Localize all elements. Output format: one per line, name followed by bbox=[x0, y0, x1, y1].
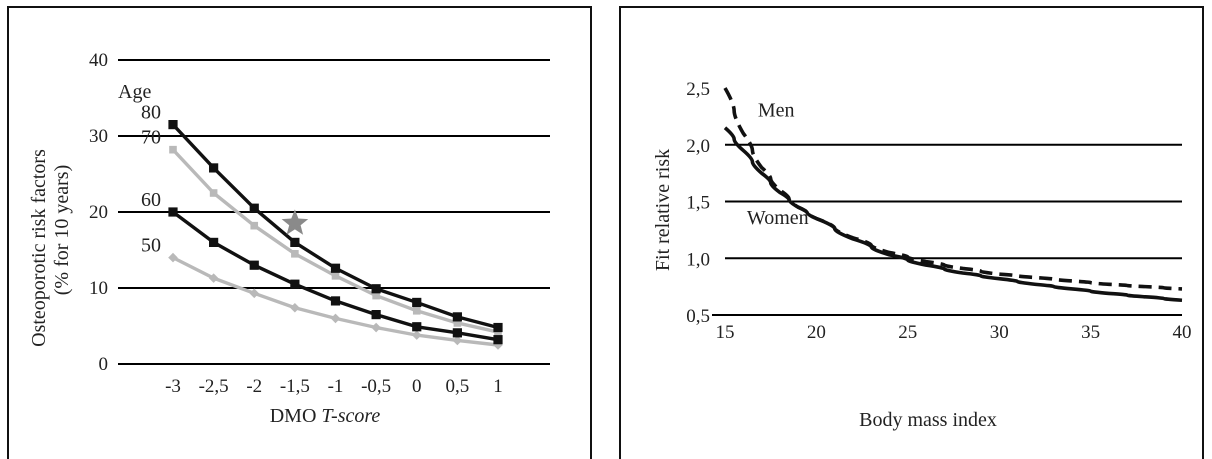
risk-by-tscore-chart: 0 10 20 30 40 -3 -2,5 -2 -1,5 -1 -0,5 0 0,5 1 70 50 80… bbox=[7, 6, 592, 459]
series-line-men bbox=[723, 87, 1183, 291]
y-tick-label-1-0: 1,0 bbox=[686, 249, 710, 270]
point-age-50-t3 bbox=[168, 252, 178, 263]
y-tick-label-0-5: 0,5 bbox=[686, 306, 710, 327]
series-line-women bbox=[723, 126, 1183, 303]
x-tick-label-0-5: 0,5 bbox=[446, 376, 470, 397]
point-age-50-t0-5 bbox=[371, 322, 381, 333]
point-age-60-t1 bbox=[493, 335, 503, 345]
y-tick-label-2-0: 2,0 bbox=[686, 136, 710, 157]
x-tick-label-1: -1 bbox=[328, 376, 344, 397]
x-tick-label-35: 35 bbox=[1081, 322, 1100, 343]
x-tick-label-3: -3 bbox=[165, 376, 181, 397]
point-age-50-t2-5 bbox=[208, 273, 219, 283]
x-axis-label: Body mass index bbox=[859, 409, 997, 431]
y-axis-sublabel: (% for 10 years) bbox=[51, 165, 73, 296]
point-age-50-t0 bbox=[411, 330, 422, 340]
series-label-age-60: 60 bbox=[141, 189, 161, 211]
x-tick-label-25: 25 bbox=[898, 322, 917, 343]
point-age-70-t0-5 bbox=[453, 319, 462, 327]
y-tick-label-30: 30 bbox=[89, 126, 108, 147]
point-age-80-t0-5 bbox=[371, 284, 381, 294]
point-age-80-t0-5 bbox=[452, 312, 462, 322]
point-age-70-t0 bbox=[412, 307, 421, 315]
y-tick-label-2-5: 2,5 bbox=[686, 79, 710, 100]
x-tick-label-30: 30 bbox=[990, 322, 1009, 343]
point-age-60-t2-5 bbox=[209, 237, 219, 247]
y-tick-label-1-5: 1,5 bbox=[686, 193, 710, 214]
point-age-50-t1 bbox=[330, 313, 341, 324]
point-age-60-t1 bbox=[330, 296, 341, 306]
x-tick-label-20: 20 bbox=[807, 322, 826, 343]
y-tick-label-20: 20 bbox=[89, 202, 108, 223]
x-tick-label-15: 15 bbox=[716, 322, 735, 343]
point-age-60-t2 bbox=[249, 260, 259, 270]
series-label-women: Women bbox=[747, 207, 809, 229]
point-age-70-t1-5 bbox=[291, 250, 299, 258]
point-age-50-t2 bbox=[249, 288, 260, 299]
x-tick-label-2: -2 bbox=[246, 376, 262, 397]
risk-by-bmi-chart: 0,5 1,0 1,5 2,0 2,5 15 20 25 30 35 40 Men Women Bo… bbox=[619, 6, 1204, 459]
x-tick-label-1: 1 bbox=[493, 376, 503, 397]
x-tick-label-0: 0 bbox=[412, 376, 422, 397]
point-age-60-t1-5 bbox=[290, 279, 300, 289]
point-age-50-t1-5 bbox=[290, 302, 300, 313]
x-axis-label-italic: T-score bbox=[321, 405, 380, 427]
point-age-80-t3 bbox=[168, 120, 178, 130]
point-age-70-t3 bbox=[169, 145, 177, 154]
point-age-80-t1 bbox=[493, 322, 503, 333]
point-age-70-t1 bbox=[331, 272, 340, 280]
point-age-70-t2-5 bbox=[209, 189, 218, 197]
series-label-age-70: 70 bbox=[141, 127, 161, 149]
y-tick-label-40: 40 bbox=[89, 50, 108, 71]
x-axis-label: DMO T-score bbox=[270, 405, 381, 427]
point-age-60-t0 bbox=[412, 322, 422, 332]
series-label-age-80: 80 bbox=[141, 102, 161, 124]
y-axis-label: Fit relative risk bbox=[652, 149, 674, 271]
y-tick-label-10: 10 bbox=[89, 278, 108, 299]
point-age-80-t1 bbox=[330, 263, 341, 273]
right-chart-panel: 0,5 1,0 1,5 2,0 2,5 15 20 25 30 35 40 Men Women Bo… bbox=[612, 0, 1212, 459]
point-age-80-t0 bbox=[412, 297, 422, 308]
left-chart-panel: 0 10 20 30 40 -3 -2,5 -2 -1,5 -1 -0,5 0 0,5 1 70 50 80… bbox=[0, 0, 600, 459]
point-age-70-t2 bbox=[250, 221, 259, 230]
series-label-men: Men bbox=[758, 99, 795, 121]
left-chart-frame bbox=[7, 6, 592, 459]
x-axis-label-main: DMO bbox=[270, 405, 317, 427]
point-age-80-t2-5 bbox=[209, 163, 219, 173]
x-tick-label-0-5: -0,5 bbox=[361, 376, 391, 397]
star-annotation-0 bbox=[281, 209, 309, 235]
point-age-60-t3 bbox=[168, 207, 178, 217]
point-age-70-t0-5 bbox=[372, 291, 380, 300]
point-age-60-t0-5 bbox=[371, 310, 381, 320]
x-tick-label-2-5: -2,5 bbox=[199, 376, 229, 397]
x-tick-label-40: 40 bbox=[1173, 322, 1192, 343]
y-axis-label: Osteoporotic risk factors bbox=[28, 149, 50, 347]
right-chart-frame bbox=[619, 6, 1204, 459]
series-label-age-50: 50 bbox=[141, 235, 161, 257]
legend-title-age: Age bbox=[118, 81, 151, 103]
point-age-60-t0-5 bbox=[452, 328, 462, 338]
x-tick-label-1-5: -1,5 bbox=[280, 376, 310, 397]
point-age-80-t1-5 bbox=[290, 237, 300, 247]
point-age-50-t0-5 bbox=[452, 335, 463, 346]
y-tick-label-0: 0 bbox=[99, 354, 109, 375]
point-age-80-t2 bbox=[249, 203, 259, 213]
